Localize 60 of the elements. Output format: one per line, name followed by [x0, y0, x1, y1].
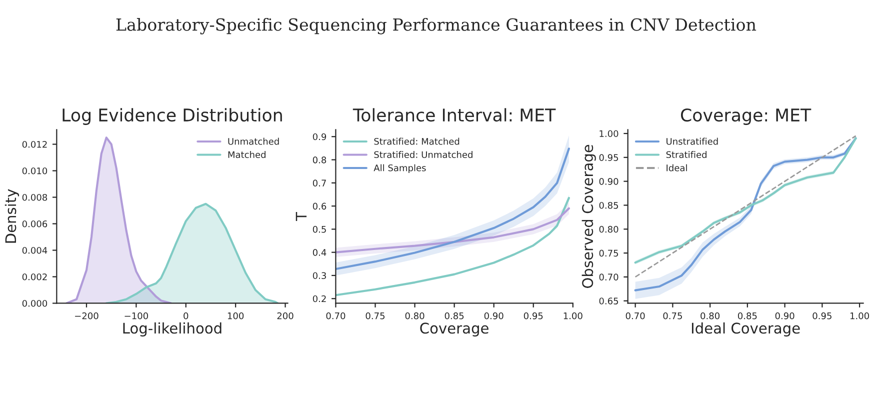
y-axis-title: Observed Coverage — [582, 144, 596, 288]
x-tick-label: 0.80 — [405, 312, 424, 320]
y-tick-label: 0.8 — [312, 156, 326, 164]
y-tick-label: 0.95 — [599, 154, 618, 161]
x-tick-label: 0.75 — [366, 312, 385, 320]
y-tick-label: 0.90 — [599, 178, 618, 185]
y-axis-title: Density — [4, 189, 20, 243]
y-tick-label: 0.008 — [22, 194, 48, 201]
x-tick-label: 0.95 — [524, 312, 543, 320]
x-axis-title: Log-likelihood — [123, 322, 222, 337]
x-tick-label: 1.00 — [564, 312, 582, 320]
x-tick-label: −100 — [124, 312, 148, 320]
y-tick-label: 0.002 — [22, 273, 47, 280]
legend-label: Stratified: Unmatched — [374, 151, 472, 158]
y-tick-label: 0.006 — [22, 220, 48, 228]
y-tick-label: 0.7 — [312, 180, 326, 186]
x-tick-label: 1.00 — [850, 312, 869, 320]
y-tick-label: 0.2 — [312, 295, 326, 302]
chart-title: Log Evidence Distribution — [62, 108, 282, 125]
x-tick-label: −200 — [75, 312, 98, 320]
y-tick-label: 0.004 — [22, 246, 48, 254]
x-tick-label: 0.70 — [626, 312, 645, 320]
y-tick-label: 0.85 — [599, 202, 618, 209]
x-axis-title: Coverage — [420, 322, 488, 337]
x-tick-label: 0.70 — [326, 312, 346, 320]
y-tick-label: 0.70 — [599, 274, 618, 280]
chart-title: Coverage: MET — [680, 108, 812, 125]
x-tick-label: 0.90 — [775, 312, 794, 320]
x-tick-label: 100 — [228, 312, 244, 320]
legend-label: Matched — [228, 151, 266, 158]
y-tick-label: 0.9 — [312, 133, 326, 140]
y-tick-label: 0.5 — [312, 226, 326, 233]
y-tick-label: 0.4 — [312, 249, 326, 256]
legend-label: Unmatched — [228, 138, 279, 145]
y-tick-label: 0.80 — [599, 226, 618, 233]
legend-label: Stratified — [666, 151, 706, 158]
y-tick-label: 0.6 — [312, 202, 326, 210]
text: Laboratory-Specific Sequencing Performance Guarantees in CNV Detection — [116, 18, 756, 34]
x-tick-label: 200 — [277, 312, 294, 320]
legend-label: Ideal — [666, 164, 687, 172]
x-tick-label: 0.80 — [700, 312, 720, 320]
y-tick-label: 0.75 — [599, 250, 618, 257]
x-tick-label: 0.85 — [444, 312, 464, 320]
x-tick-label: 0.95 — [812, 312, 832, 320]
y-tick-label: 0.000 — [22, 300, 48, 307]
x-tick-label: 0.75 — [663, 312, 682, 320]
y-tick-label: 1.00 — [600, 130, 618, 138]
chart-title: Tolerance Interval: MET — [352, 108, 556, 122]
legend-label: Unstratified — [666, 138, 718, 145]
x-tick-label: 0.90 — [484, 312, 504, 320]
legend-label: All Samples — [374, 164, 426, 174]
legend-label: Stratified: Matched — [374, 138, 460, 145]
y-tick-label: 0.65 — [599, 298, 618, 304]
x-tick-label: 0 — [184, 312, 188, 320]
x-tick-label: 0.85 — [738, 312, 757, 320]
y-tick-label: 0.3 — [312, 272, 326, 280]
y-axis-title: T — [296, 212, 307, 221]
y-tick-label: 0.012 — [22, 140, 47, 148]
y-tick-label: 0.010 — [22, 167, 48, 174]
x-axis-title: Ideal Coverage — [692, 322, 800, 337]
